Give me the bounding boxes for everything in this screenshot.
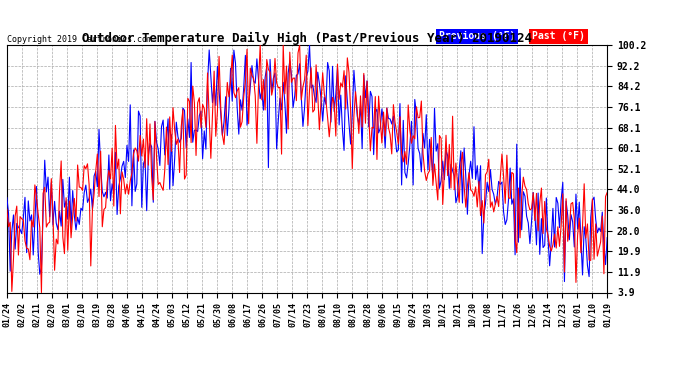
Text: Previous (°F): Previous (°F) (439, 32, 515, 41)
Text: Copyright 2019 Cartronics.com: Copyright 2019 Cartronics.com (7, 35, 152, 44)
Text: Past (°F): Past (°F) (532, 32, 585, 41)
Title: Outdoor Temperature Daily High (Past/Previous Year) 20190124: Outdoor Temperature Daily High (Past/Pre… (82, 32, 532, 45)
